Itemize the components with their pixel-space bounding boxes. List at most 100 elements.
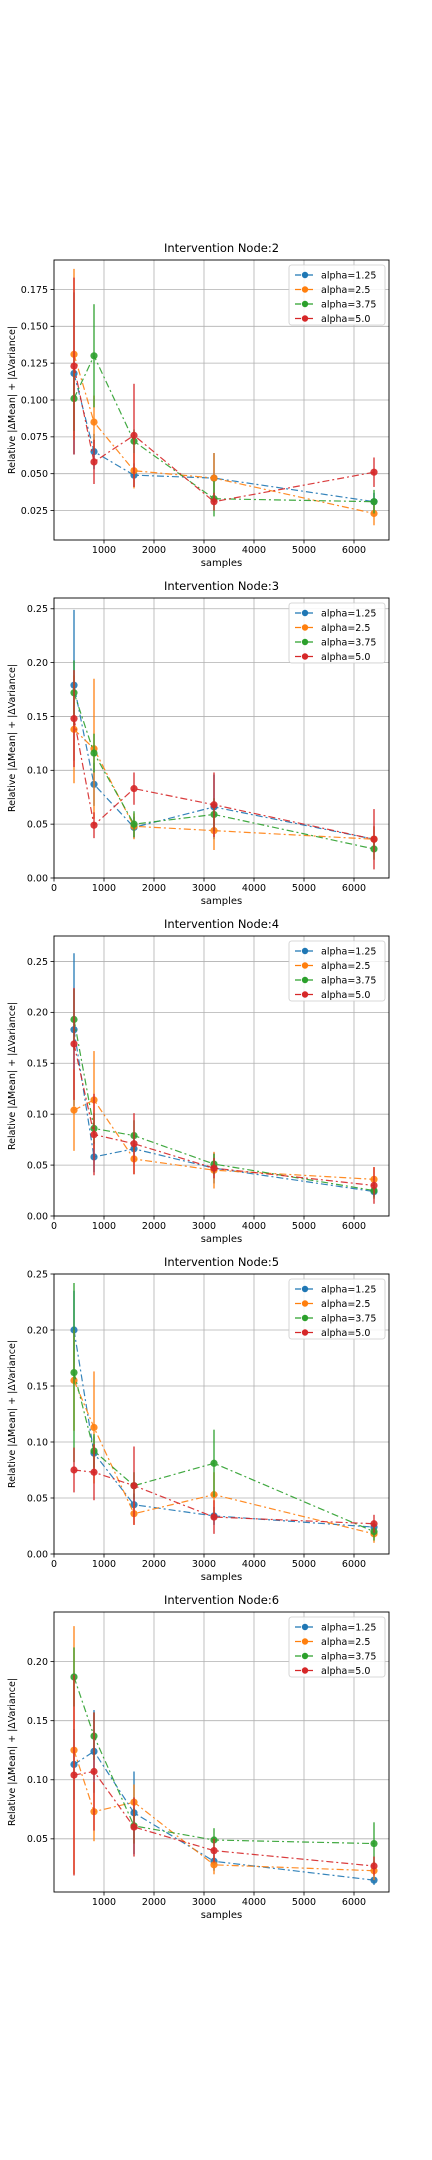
y-axis-label: Relative |ΔMean| + |ΔVariance|: [7, 1002, 18, 1150]
legend-label: alpha=2.5: [321, 1299, 370, 1310]
legend-label: alpha=1.25: [321, 1622, 376, 1633]
x-tick-label: 0: [51, 883, 57, 894]
data-point: [370, 1520, 378, 1528]
y-tick-label: 0.25: [27, 957, 48, 968]
legend: alpha=1.25 alpha=2.5 alpha=3.75 alpha=5.0: [288, 264, 386, 326]
x-axis-label: samples: [201, 1234, 243, 1245]
series-line: [73, 354, 375, 503]
legend-label: alpha=3.75: [321, 1651, 376, 1662]
y-tick-label: 0.20: [27, 1008, 48, 1019]
y-tick-label: 0.075: [21, 432, 48, 443]
x-tick-label: 1000: [92, 545, 116, 556]
legend-marker: [301, 1314, 309, 1322]
data-point: [130, 1482, 138, 1490]
legend-label: alpha=5.0: [321, 1666, 370, 1677]
series-line: [73, 1099, 375, 1180]
legend-box: [288, 1278, 386, 1340]
x-tick-label: 3000: [192, 883, 216, 894]
data-point: [90, 458, 98, 466]
y-tick-label: 0.025: [21, 506, 48, 517]
x-tick-label: 4000: [242, 1559, 266, 1570]
data-point: [370, 498, 378, 506]
legend-marker: [301, 315, 309, 322]
chart-title: Intervention Node:5: [164, 1255, 279, 1269]
data-point: [370, 1181, 378, 1190]
legend-label: alpha=5.0: [321, 990, 370, 1001]
legend: alpha=1.25 alpha=2.5 alpha=3.75 alpha=5.0: [288, 940, 386, 1002]
series-line: [73, 1029, 375, 1193]
x-tick-label: 1000: [92, 883, 116, 894]
legend-label: alpha=3.75: [321, 637, 376, 648]
x-tick-label: 2000: [142, 1559, 166, 1570]
y-tick-label: 0.15: [27, 1716, 48, 1727]
x-axis-label: samples: [201, 1572, 243, 1583]
series-line: [73, 373, 375, 503]
y-tick-label: 0.05: [27, 819, 48, 830]
legend-marker: [301, 1652, 309, 1660]
y-tick-label: 0.125: [21, 358, 48, 369]
legend-label: alpha=1.25: [321, 946, 376, 957]
data-point: [210, 1513, 218, 1521]
y-tick-label: 0.00: [27, 873, 48, 884]
legend-label: alpha=5.0: [321, 1328, 370, 1339]
legend-marker: [301, 1300, 309, 1307]
chart-panel-3: 0 1000 2000 3000 4000 5000 6000 0.00 0.05 0.10 0.1…: [7, 1255, 390, 1583]
chart-title: Intervention Node:3: [164, 579, 279, 593]
x-tick-label: 1000: [92, 1221, 116, 1232]
data-point: [90, 418, 98, 426]
y-tick-label: 0.050: [21, 469, 48, 480]
legend: alpha=1.25 alpha=2.5 alpha=3.75 alpha=5.0: [288, 1278, 386, 1340]
data-point: [130, 820, 138, 828]
x-tick-label: 0: [51, 1221, 57, 1232]
series-line: [73, 1380, 375, 1535]
chart-panel-0: 1000 2000 3000 4000 5000 6000 0.025 0.050 0.075 0…: [7, 241, 390, 569]
data-point: [210, 1847, 218, 1855]
legend-marker: [301, 286, 309, 293]
y-tick-label: 0.10: [27, 766, 48, 777]
legend-marker: [301, 624, 309, 631]
legend-label: alpha=2.5: [321, 623, 370, 634]
y-axis-label: Relative |ΔMean| + |ΔVariance|: [7, 326, 18, 474]
data-point: [70, 1368, 78, 1377]
legend-marker: [301, 1667, 309, 1674]
y-tick-label: 0.25: [27, 604, 48, 615]
x-axis-label: samples: [201, 896, 243, 907]
data-point: [70, 1040, 78, 1048]
data-point: [70, 1106, 78, 1114]
legend-box: [288, 940, 386, 1002]
y-tick-label: 0.10: [27, 1109, 48, 1120]
y-tick-label: 0.05: [27, 1834, 48, 1845]
x-tick-label: 6000: [342, 545, 366, 556]
x-tick-label: 4000: [242, 545, 266, 556]
series-line: [73, 1372, 375, 1533]
legend-label: alpha=5.0: [321, 314, 370, 325]
x-tick-label: 4000: [242, 1897, 266, 1908]
data-point: [130, 1823, 138, 1831]
x-tick-label: 6000: [342, 883, 366, 894]
data-point: [210, 474, 218, 482]
chart-title: Intervention Node:6: [164, 1593, 279, 1607]
series-3: [70, 670, 378, 870]
data-point: [210, 1164, 218, 1172]
legend-marker: [301, 1329, 309, 1336]
data-point: [90, 821, 98, 829]
data-point: [90, 1130, 98, 1139]
legend-box: [288, 264, 386, 326]
data-point: [90, 1468, 98, 1476]
x-tick-label: 6000: [342, 1559, 366, 1570]
data-point: [370, 468, 378, 476]
data-point: [370, 1839, 378, 1848]
data-point: [90, 1767, 98, 1776]
data-point: [90, 749, 98, 757]
x-tick-label: 5000: [292, 1559, 316, 1570]
axes-frame: [53, 935, 390, 1217]
legend-marker: [301, 1623, 309, 1631]
x-tick-label: 6000: [342, 1221, 366, 1232]
legend-marker: [301, 1285, 309, 1293]
x-tick-label: 5000: [292, 1221, 316, 1232]
chart-title: Intervention Node:2: [164, 241, 279, 255]
y-tick-label: 0.10: [27, 1775, 48, 1786]
series-line: [73, 1469, 375, 1525]
legend-marker: [301, 991, 309, 998]
